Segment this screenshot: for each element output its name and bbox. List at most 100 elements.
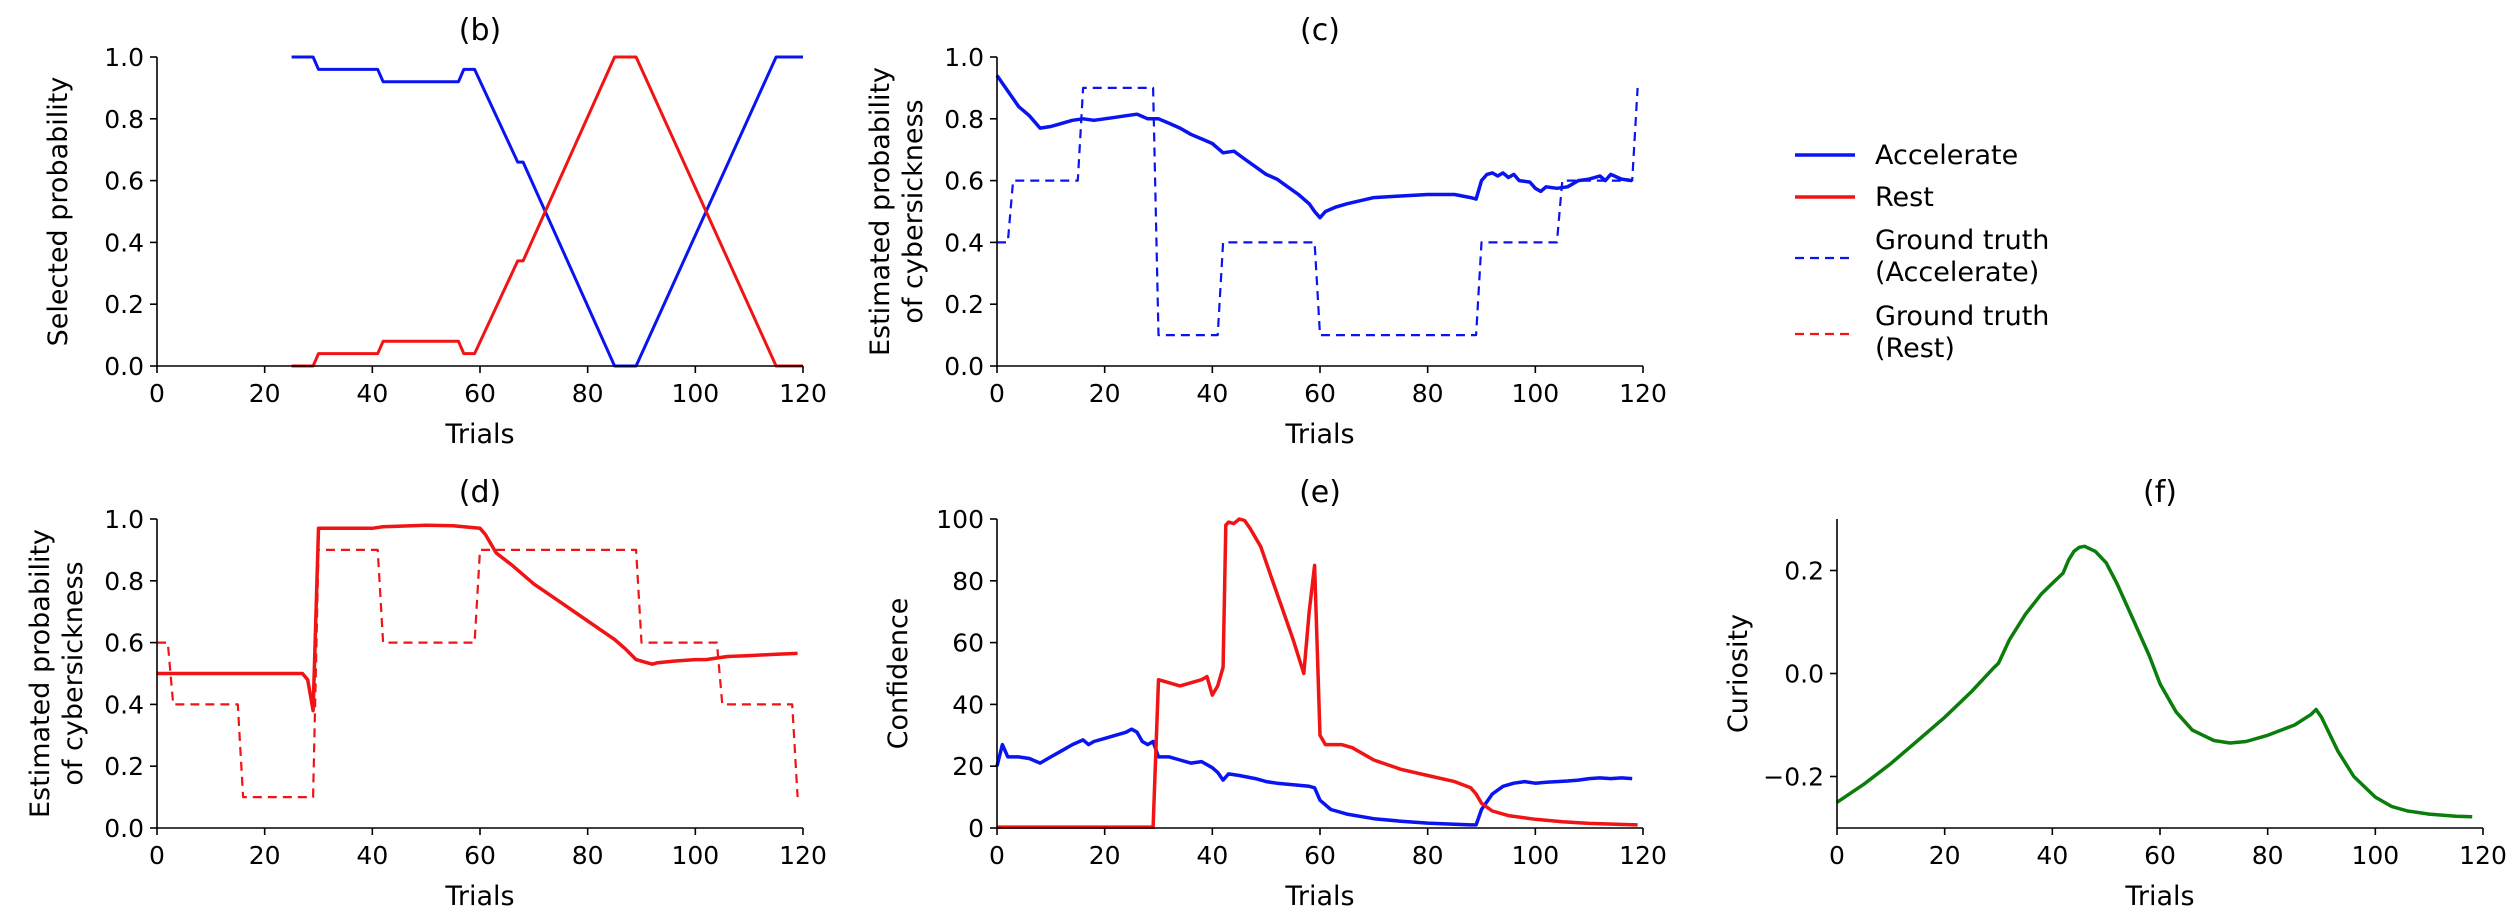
panel-e-xtick-label: 0 (989, 841, 1005, 870)
panel-d-xtick-label: 100 (671, 841, 719, 870)
panel-d-ytick-label: 0.8 (104, 567, 144, 596)
panel-f-series-0 (1836, 544, 2473, 819)
panel-d-xtick-label: 40 (356, 841, 388, 870)
legend-label-gt-accelerate-line2: (Accelerate) (1875, 257, 2039, 288)
panel-c-ytick-label: 0.8 (944, 105, 984, 134)
panel-b-xtick-label: 60 (464, 379, 496, 408)
panel-d-xtick-label: 80 (572, 841, 604, 870)
panel-d-ylabel-line2: of cybersickness (58, 561, 89, 785)
panel-c-xtick-label: 20 (1089, 379, 1121, 408)
panel-e-ytick-label: 60 (952, 629, 984, 658)
panel-c-series-1 (997, 86, 1639, 337)
panel-b-xtick-label: 20 (249, 379, 281, 408)
panel-f-xtick-label: 0 (1829, 841, 1845, 870)
panel-b-xtick-label: 0 (149, 379, 165, 408)
panel-c: (c) 0 20 40 60 80 100 120 0.0 0.2 0.4 0.6 0.8 1.0 Tria… (865, 13, 1667, 450)
panel-c-xtick-label: 60 (1304, 379, 1336, 408)
panel-e-series-0 (995, 727, 1633, 827)
panel-e-xtick-label: 80 (1412, 841, 1444, 870)
panel-c-xtick-label: 100 (1511, 379, 1559, 408)
panel-c-ytick-label: 1.0 (944, 43, 984, 72)
panel-f-xtick-label: 100 (2351, 841, 2399, 870)
panel-e-ytick-label: 100 (936, 505, 984, 534)
panel-d-ytick-label: 1.0 (104, 505, 144, 534)
panel-f-xtick-label: 60 (2144, 841, 2176, 870)
panel-c-title: (c) (1300, 13, 1340, 48)
panel-c-ytick-label: 0.4 (944, 228, 984, 257)
legend-label-gt-accelerate-line1: Ground truth (1875, 225, 2049, 256)
panel-b-ytick-label: 0.4 (104, 228, 144, 257)
legend-label-accelerate: Accelerate (1875, 140, 2018, 171)
panel-c-xtick-label: 0 (989, 379, 1005, 408)
panel-d-series-0 (157, 523, 798, 713)
panel-f-xtick-label: 80 (2252, 841, 2284, 870)
panel-d-xlabel: Trials (444, 881, 514, 912)
panel-e-xtick-label: 100 (1511, 841, 1559, 870)
panel-c-xtick-label: 40 (1196, 379, 1228, 408)
panel-b-ytick-label: 0.0 (104, 352, 144, 381)
panel-e-ytick-label: 80 (952, 567, 984, 596)
panel-b-series-1 (291, 55, 803, 368)
panel-f-title: (f) (2143, 475, 2177, 510)
legend-label-gt-rest-line1: Ground truth (1875, 301, 2049, 332)
panel-f-xlabel: Trials (2124, 881, 2194, 912)
panel-e-xtick-label: 40 (1196, 841, 1228, 870)
panel-b-xtick-label: 80 (572, 379, 604, 408)
panel-d-title: (d) (459, 475, 501, 510)
panel-b-ytick-label: 0.2 (104, 290, 144, 319)
legend-label-gt-accelerate: Ground truth (Accelerate) (1875, 225, 2049, 288)
panel-b: (b) 0 20 40 60 80 100 120 0.0 0.2 0.4 0.6 0.8 1.0 Tria… (43, 13, 827, 450)
panel-e-title: (e) (1299, 475, 1341, 510)
panel-f-xtick-label: 120 (2459, 841, 2507, 870)
panel-e-ylabel: Confidence (883, 598, 914, 750)
panel-e-ytick-label: 40 (952, 690, 984, 719)
panel-d-ytick-label: 0.2 (104, 752, 144, 781)
panel-f: (f) 0 20 40 60 80 100 120 −0.2 0.0 0.2 Trials Curios… (1723, 475, 2507, 912)
panel-e-xlabel: Trials (1284, 881, 1354, 912)
panel-f-xtick-label: 40 (2036, 841, 2068, 870)
panel-d-ytick-label: 0.4 (104, 690, 144, 719)
panel-b-xtick-label: 120 (779, 379, 827, 408)
panel-e-xtick-label: 60 (1304, 841, 1336, 870)
panel-d-xtick-label: 20 (249, 841, 281, 870)
panel-d-xtick-label: 120 (779, 841, 827, 870)
panel-b-xtick-label: 100 (671, 379, 719, 408)
panel-d-ytick-label: 0.0 (104, 814, 144, 843)
panel-b-ylabel: Selected probability (43, 77, 74, 347)
panel-f-ylabel: Curiosity (1723, 614, 1754, 733)
panel-c-xlabel: Trials (1284, 419, 1354, 450)
panel-d-xtick-label: 0 (149, 841, 165, 870)
panel-c-ytick-label: 0.6 (944, 167, 984, 196)
panel-f-ytick-label: −0.2 (1763, 763, 1824, 792)
panel-f-ytick-label: 0.0 (1784, 660, 1824, 689)
panel-e: (e) 0 20 40 60 80 100 120 0 20 40 60 80 100 Trials Conf… (883, 475, 1667, 912)
panel-c-xtick-label: 80 (1412, 379, 1444, 408)
panel-b-title: (b) (459, 13, 501, 48)
panel-e-series-1 (997, 517, 1638, 829)
panel-c-ylabel-line1: Estimated probability (865, 67, 896, 356)
panel-c-series-0 (995, 74, 1633, 220)
panel-c-ytick-label: 0.2 (944, 290, 984, 319)
panel-d-xtick-label: 60 (464, 841, 496, 870)
panel-b-ytick-label: 1.0 (104, 43, 144, 72)
panel-b-series-0 (291, 55, 803, 368)
panel-b-ytick-label: 0.8 (104, 105, 144, 134)
panel-b-xlabel: Trials (444, 419, 514, 450)
panel-c-ytick-label: 0.0 (944, 352, 984, 381)
legend-label-gt-rest-line2: (Rest) (1875, 333, 1955, 364)
panel-d-ylabel-line1: Estimated probability (25, 529, 56, 818)
panel-f-ytick-label: 0.2 (1784, 557, 1824, 586)
panel-e-ytick-label: 0 (968, 814, 984, 843)
panel-e-ytick-label: 20 (952, 752, 984, 781)
panel-d-ytick-label: 0.6 (104, 629, 144, 658)
legend-label-gt-rest: Ground truth (Rest) (1875, 301, 2049, 364)
panel-b-xtick-label: 40 (356, 379, 388, 408)
panel-e-xtick-label: 20 (1089, 841, 1121, 870)
legend-label-rest: Rest (1875, 182, 1934, 213)
panel-d: (d) 0 20 40 60 80 100 120 0.0 0.2 0.4 0.6 0.8 1.0 Tria… (25, 475, 827, 912)
panel-b-ytick-label: 0.6 (104, 167, 144, 196)
panel-f-xtick-label: 20 (1929, 841, 1961, 870)
panel-e-xtick-label: 120 (1619, 841, 1667, 870)
legend: Accelerate Rest Ground truth (Accelerate)… (1795, 140, 2049, 364)
